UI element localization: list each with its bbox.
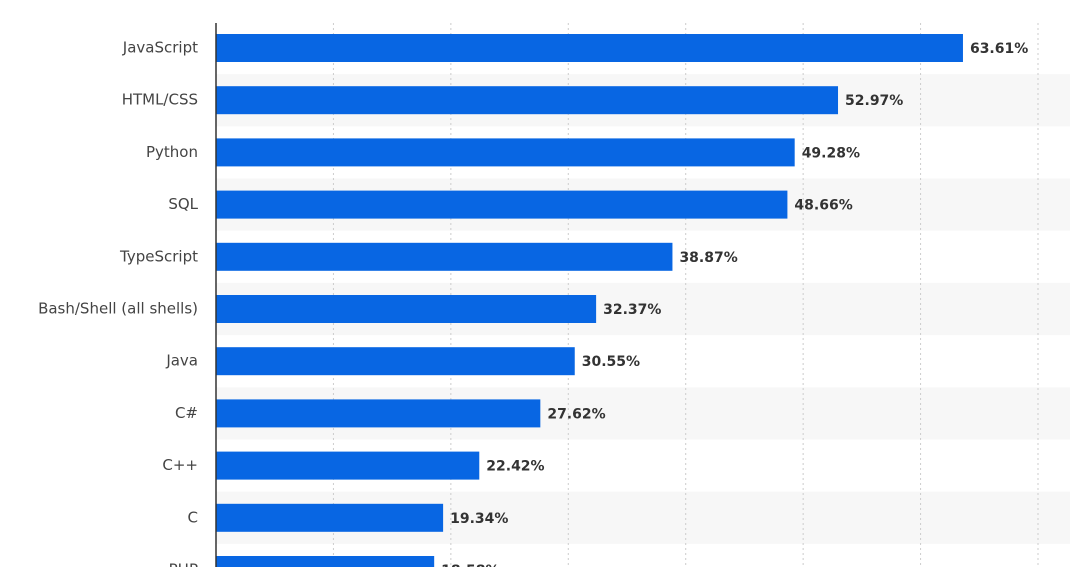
value-label: 63.61% xyxy=(970,41,1028,57)
value-label: 52.97% xyxy=(845,93,903,109)
bar xyxy=(216,451,480,480)
value-label: 48.66% xyxy=(794,198,852,214)
category-label: Python xyxy=(146,143,198,161)
bar xyxy=(216,295,597,323)
bar xyxy=(216,86,839,115)
value-label: 38.87% xyxy=(679,250,737,266)
value-label: 30.55% xyxy=(582,354,640,370)
category-label: C xyxy=(188,508,198,526)
category-label: HTML/CSS xyxy=(122,91,198,109)
value-label: 32.37% xyxy=(603,302,661,318)
category-label: Java xyxy=(165,352,198,370)
bar xyxy=(216,556,435,567)
value-label: 22.42% xyxy=(486,459,544,475)
value-label: 19.34% xyxy=(450,511,508,527)
category-label: C# xyxy=(175,404,198,422)
bar xyxy=(216,503,444,532)
category-label: C++ xyxy=(162,456,198,474)
bar xyxy=(216,399,541,428)
category-label: JavaScript xyxy=(122,39,198,57)
bar xyxy=(216,190,788,219)
bar xyxy=(216,347,575,376)
value-label: 49.28% xyxy=(802,145,860,161)
category-label: PHP xyxy=(169,561,198,567)
bar xyxy=(216,138,795,167)
category-label: SQL xyxy=(168,195,198,213)
bar xyxy=(216,242,673,271)
category-label: TypeScript xyxy=(119,247,198,265)
value-label: 18.58% xyxy=(441,563,499,567)
bar xyxy=(216,34,963,62)
value-label: 27.62% xyxy=(547,406,605,422)
category-label: Bash/Shell (all shells) xyxy=(38,300,198,318)
